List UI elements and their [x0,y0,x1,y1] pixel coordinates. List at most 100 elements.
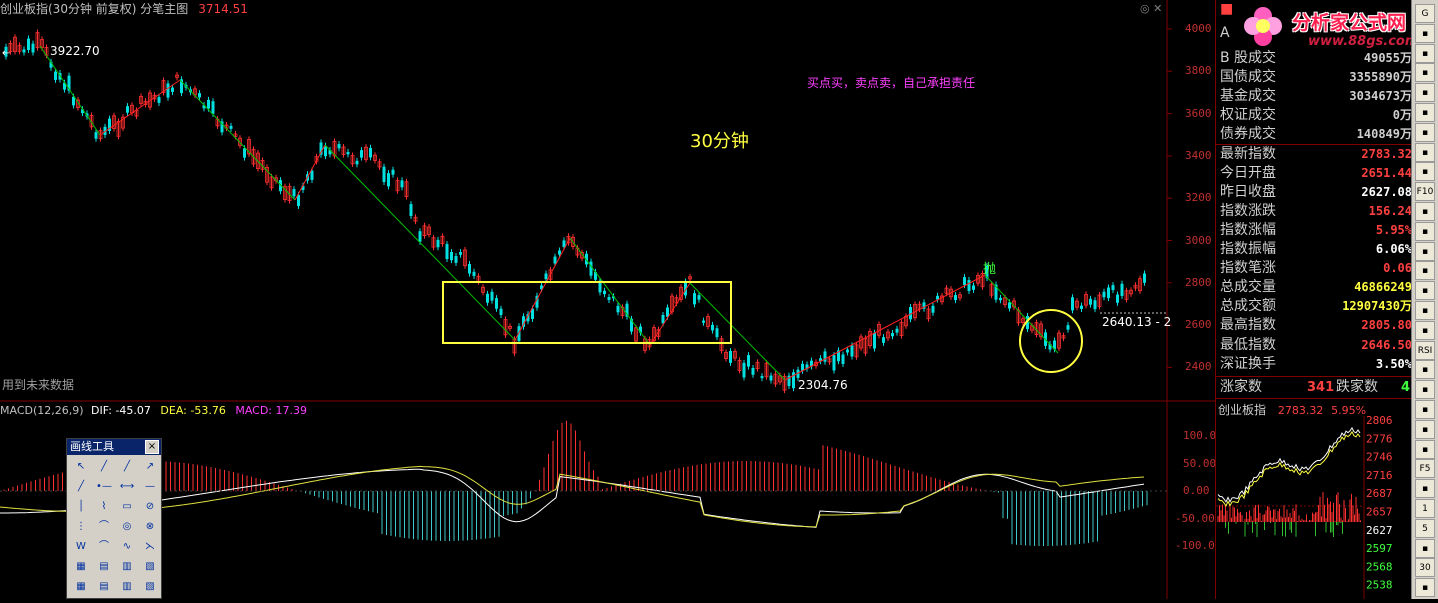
toolbar-button[interactable]: ▪ [1415,419,1435,439]
toolbar-button[interactable]: ▪ [1415,83,1435,103]
toolbar-button[interactable]: ▪ [1415,479,1435,499]
toolbar-button[interactable]: ▪ [1415,202,1435,221]
mini-intraday-chart[interactable]: 2806 2776 2746 2716 2687 2657 2627 2597 2568 2538 [1216,416,1412,599]
svg-text:←: ← [2,48,10,59]
toolbar-button[interactable]: ▪ [1415,261,1435,281]
candle-body [603,290,606,295]
candle-body [220,121,224,133]
draw-tool-icon[interactable]: ╱ [77,481,85,492]
draw-tool-icon[interactable]: ▥ [122,561,132,572]
toolbar-button[interactable]: ▪ [1415,142,1435,162]
toolbar-button[interactable]: F10 [1415,182,1435,202]
toolbar-button[interactable]: ▪ [1415,360,1435,380]
toolbar-button[interactable]: F5 [1415,459,1435,479]
candle-body [854,344,859,358]
draw-tool-icon[interactable]: •— [96,481,112,492]
quote-row: 深证换手 3.50% [1216,355,1412,374]
toolbar-button[interactable]: ▪ [1415,103,1435,122]
candle-body [108,118,111,131]
draw-tool-icon[interactable]: ⌇ [101,501,107,512]
candle-body [427,226,431,235]
candle-body [49,61,53,68]
quote-key: 指数涨幅 [1220,221,1276,238]
quote-value: 2627.08 [1361,184,1412,199]
draw-tool-icon[interactable]: ⊗ [145,521,155,532]
updown-row: 涨家数 341 跌家数 4 [1216,378,1412,397]
quote-value: 49055万 [1363,51,1412,65]
candle-body [684,281,687,296]
toolbar-button[interactable]: G [1415,4,1435,23]
down-count-label: 跌家数 [1336,379,1378,395]
draw-tool-icon[interactable]: │ [77,501,85,512]
draw-tool-icon[interactable]: ↗ [145,461,155,472]
draw-tool-icon[interactable]: ╱ [100,461,108,472]
candle-body [958,294,962,299]
toolbar-button[interactable]: ▪ [1415,281,1435,301]
candle-body [355,160,359,165]
window-controls[interactable]: ◎ ✕ [1140,2,1163,15]
toolbar-button[interactable]: ▪ [1415,578,1435,598]
toolbar-button[interactable]: ▪ [1415,439,1435,459]
mini-tick: 2776 [1366,432,1393,445]
toolbar-button[interactable]: ▪ [1415,63,1435,83]
draw-tool-icon[interactable]: ⋮ [76,521,86,532]
candle-body [1071,297,1074,311]
candle-body [630,318,633,332]
draw-tool-icon[interactable]: ▧ [145,561,155,572]
draw-tool-icon[interactable]: ╱ [123,461,131,472]
candle-body [440,235,445,245]
draw-tool-icon[interactable]: ⌒ [99,521,109,532]
toolbar-button[interactable]: RSI [1415,340,1435,360]
draw-tool-icon[interactable]: ▤ [99,561,109,572]
main-chart[interactable]: ← 创业板指(30分钟 前复权) 分笔主图 3714.51 ◎ ✕ 4000 380… [0,0,1216,599]
toolbar-button[interactable]: ▪ [1415,43,1435,63]
candle-body [837,350,840,362]
draw-tool-icon[interactable]: ∿ [122,541,132,552]
draw-tool-icon[interactable]: ▧ [145,581,155,592]
zigzag-segment [689,282,786,381]
draw-tool-icon[interactable]: ⋋ [145,541,155,552]
toolbar-button[interactable]: ▪ [1415,320,1435,340]
draw-tool-icon[interactable]: ⊘ [145,501,155,512]
mini-pct: 5.95% [1331,404,1367,417]
candle-body [936,295,939,300]
toolbar-button[interactable]: ▪ [1415,400,1435,419]
side-toolbar[interactable]: G ▪ ▪ ▪ ▪ ▪ ▪ ▪ ▪ F10 ▪ ▪ ▪ ▪ ▪ ▪ ▪ RSI ▪ ▪ ▪ ▪ ▪ F5 ▪ 1 5 ▪ 30 ▪ [1411,0,1438,599]
toolbar-button[interactable]: 30 [1415,558,1435,578]
toolbar-button[interactable]: ▪ [1415,241,1435,261]
draw-tool-icon[interactable]: ▤ [99,581,109,592]
candle-body [963,277,966,285]
toolbar-button[interactable]: ▪ [1415,122,1435,142]
candle-body [967,280,971,292]
draw-tool-icon[interactable]: ▦ [76,581,86,592]
toolbar-button[interactable]: 5 [1415,518,1435,538]
kline-svg[interactable]: ← [0,0,1215,599]
draw-tool-icon[interactable]: W [76,541,86,552]
toolbar-button[interactable]: ▪ [1415,162,1435,182]
toolbar-button[interactable]: ▪ [1415,538,1435,558]
candle-body [67,75,71,91]
toolbar-button[interactable]: 1 [1415,499,1435,518]
toolbar-button[interactable]: ▪ [1415,23,1435,43]
quote-row: 债券成交 140849万 [1216,125,1412,144]
candle-body [841,354,845,364]
toolbar-button[interactable]: ▪ [1415,221,1435,241]
quote-row: 最新指数 2783.32 [1216,145,1412,164]
candle-body [634,327,638,342]
candle-body [742,362,746,378]
close-icon[interactable]: × [145,440,159,454]
candle-body [495,298,498,309]
draw-tool-icon[interactable]: ⟷ [119,481,135,492]
draw-tool-icon[interactable]: ◎ [122,521,132,532]
draw-tool-icon[interactable]: ▥ [122,581,132,592]
draw-tools-header[interactable]: 画线工具 × [67,439,161,455]
draw-tool-icon[interactable]: — [145,481,155,492]
draw-tool-icon[interactable]: ↖ [76,461,86,472]
toolbar-button[interactable]: ▪ [1415,301,1435,320]
draw-tool-icon[interactable]: ▭ [122,501,132,512]
draw-tool-icon[interactable]: ⌒ [99,541,109,552]
toolbar-button[interactable]: ▪ [1415,380,1435,400]
draw-tool-icon[interactable]: ▦ [76,561,86,572]
quote-value: 2646.50 [1361,337,1412,352]
draw-tools-panel[interactable]: 画线工具 × ↖ ╱ ╱ ↗ ╱ •— ⟷ — │ ⌇ ▭ ⊘ ⋮ ⌒ ◎ ⊗ W ⌒ ∿ ⋋ ▦ ▤ ▥ ▧ ▦ ▤ ▥ ▧ [66,438,162,599]
